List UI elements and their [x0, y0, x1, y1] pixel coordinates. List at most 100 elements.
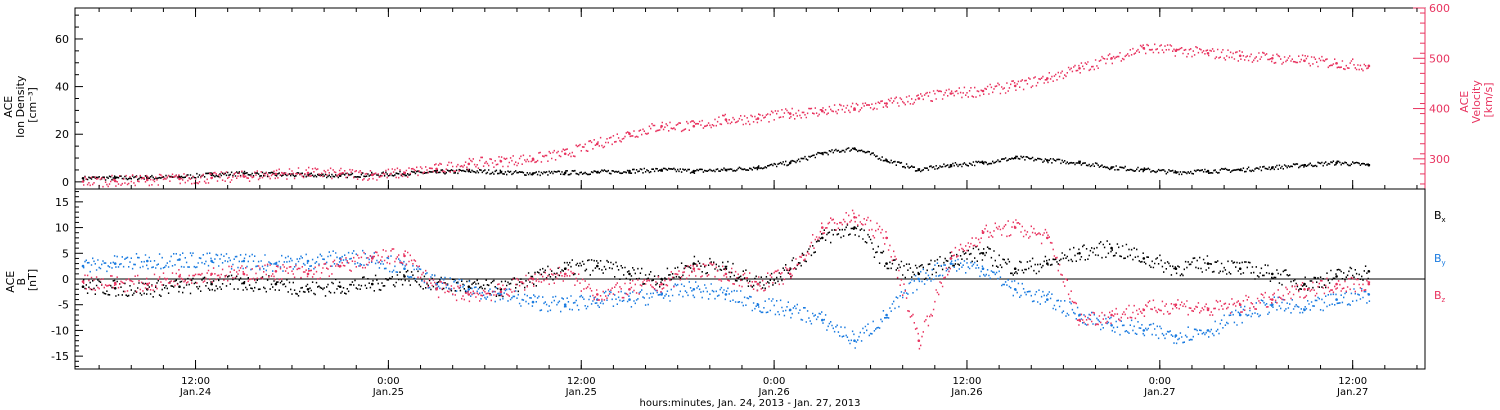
velocity-point-36: [1238, 54, 1242, 58]
x-tick-date-0: Jan.24: [179, 387, 211, 398]
velocity-series: [81, 43, 1371, 188]
bx-point-30: [1046, 262, 1049, 265]
density-tick-label-1: 20: [55, 128, 69, 141]
density-point-17: [628, 169, 631, 173]
by-point-4: [210, 259, 213, 263]
velocity-point-2: [146, 178, 149, 182]
density-trace: [83, 147, 1371, 182]
velocity-point-12: [467, 162, 471, 166]
bz-point-39: [1335, 282, 1338, 286]
velocity-point-25: [885, 102, 888, 105]
x-tick-date-3: Jan.26: [757, 387, 789, 398]
bz-point-36: [1238, 303, 1242, 307]
density-point-24: [853, 147, 856, 150]
bx-point-29: [1013, 267, 1017, 271]
density-point-15: [563, 171, 567, 175]
legend-bz: Bz: [1434, 289, 1446, 304]
bx-point-9: [371, 282, 374, 286]
velocity-point-29: [1013, 84, 1017, 88]
bz-point-3: [178, 275, 181, 278]
density-point-1: [113, 176, 117, 180]
bz-point-0: [81, 280, 85, 283]
density-tick-label-2: 40: [55, 81, 69, 94]
velocity-point-3: [178, 177, 181, 181]
density-point-34: [1174, 171, 1178, 174]
bz-point-24: [853, 216, 856, 219]
x-tick-date-6: Jan.27: [1336, 387, 1368, 398]
bz-point-22: [788, 272, 792, 276]
b-tick-label-1: -10: [51, 324, 69, 337]
velocity-ylabel: ACE Velocity [km/s]: [1458, 77, 1495, 124]
by-point-28: [981, 267, 985, 271]
bz-point-18: [660, 282, 663, 286]
x-tick-time-0: 12:00: [181, 376, 210, 387]
bx-point-16: [596, 264, 599, 268]
bz-point-32: [1110, 313, 1113, 317]
bz-point-30: [1046, 236, 1049, 240]
bx-point-3: [178, 285, 181, 289]
bx-point-28: [981, 252, 985, 255]
bx-point-26: [917, 272, 921, 276]
b-axis-ticks: -15 -10 -5 0 5 10 15: [51, 191, 83, 367]
density-ylabel: ACE Ion Density [cm⁻³]: [2, 72, 39, 138]
velocity-tick-label-1: 400: [1429, 103, 1450, 116]
velocity-point-32: [1110, 57, 1113, 60]
x-tick-date-4: Jan.26: [950, 387, 982, 398]
density-point-39: [1335, 161, 1338, 165]
velocity-trace: [83, 43, 1371, 188]
velocity-point-17: [628, 132, 631, 135]
by-point-35: [1206, 329, 1210, 332]
b-tick-label-3: 0: [62, 273, 69, 286]
velocity-point-21: [756, 117, 760, 120]
b-tick-label-2: -5: [58, 299, 69, 312]
bz-point-6: [274, 270, 278, 273]
by-point-3: [178, 258, 181, 261]
density-axis-ticks: 0 20 40 60: [55, 14, 83, 189]
velocity-tick-label-2: 500: [1429, 52, 1450, 65]
bx-point-32: [1110, 246, 1113, 250]
bx-point-25: [885, 262, 888, 265]
time-axis-ticks: 12:00Jan.240:00Jan.2512:00Jan.250:00Jan.…: [98, 8, 1418, 398]
bx-point-18: [660, 277, 663, 281]
top-panel-frame: [74, 7, 1426, 190]
x-tick-time-3: 0:00: [763, 376, 785, 387]
bz-point-33: [1142, 308, 1146, 312]
density-point-20: [724, 168, 728, 172]
density-point-35: [1206, 169, 1210, 173]
bz-point-4: [210, 272, 213, 276]
bottom-panel: -15 -10 -5 0 5 10 15 ACE B [nT] Bx By Bz: [4, 188, 1446, 370]
velocity-tick-label-0: 300: [1429, 153, 1450, 166]
by-point-36: [1238, 313, 1242, 317]
bz-point-13: [499, 290, 503, 294]
x-tick-date-5: Jan.27: [1143, 387, 1175, 398]
velocity-point-40: [1367, 64, 1371, 68]
density-point-12: [467, 169, 471, 173]
bz-point-1: [113, 281, 117, 285]
density-point-27: [949, 163, 953, 167]
bz-point-37: [1271, 298, 1274, 301]
velocity-point-5: [242, 175, 246, 178]
velocity-point-8: [338, 172, 342, 176]
bx-point-7: [306, 288, 310, 291]
density-point-28: [981, 161, 985, 165]
legend: Bx By Bz: [1434, 209, 1446, 304]
bz-point-11: [435, 288, 438, 291]
velocity-point-18: [660, 124, 663, 128]
by-point-22: [788, 308, 792, 312]
x-tick-time-4: 12:00: [953, 376, 982, 387]
density-point-8: [338, 174, 342, 177]
by-point-25: [885, 313, 888, 317]
density-point-36: [1238, 168, 1242, 172]
velocity-point-9: [371, 173, 374, 177]
velocity-point-30: [1046, 77, 1049, 80]
by-point-0: [81, 264, 85, 268]
by-point-12: [467, 288, 471, 291]
density-point-18: [660, 168, 663, 172]
density-point-30: [1046, 159, 1049, 162]
magnetic-field-series: [81, 209, 1371, 350]
by-trace: [83, 249, 1371, 349]
velocity-point-4: [210, 176, 213, 180]
velocity-point-33: [1142, 46, 1146, 50]
b-tick-label-6: 15: [55, 196, 69, 209]
